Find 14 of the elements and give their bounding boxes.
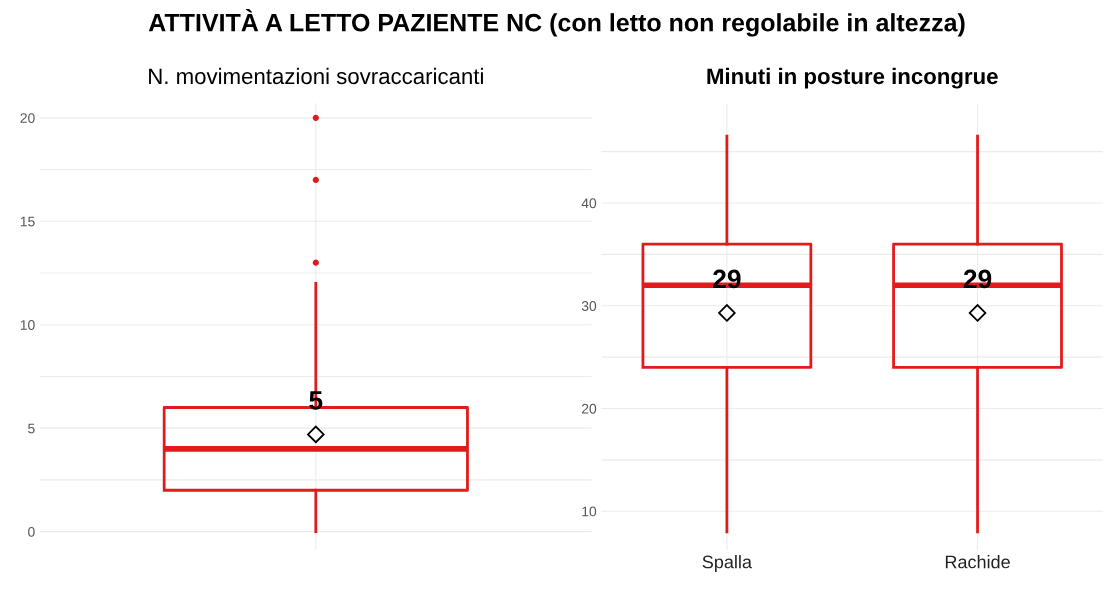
y-tick-label: 0	[28, 526, 35, 537]
y-tick-label: 5	[28, 423, 35, 434]
y-tick-label: 20	[581, 403, 597, 414]
text: ATTIVITÀ A LETTO PAZIENTE NC (con letto non regolabile in altezza)	[148, 9, 965, 37]
x-tick-label: Rachide	[945, 555, 1010, 569]
chart-title: N. movimentazioni sovraccaricanti	[149, 67, 483, 85]
y-tick-label: 10	[20, 320, 35, 330]
y-tick-label: 40	[581, 198, 597, 209]
y-tick-label: 30	[581, 301, 597, 311]
y-tick-label: 15	[20, 216, 35, 227]
chart-title: Minuti in posture incongrue	[707, 67, 998, 89]
x-tick-label: Spalla	[702, 555, 752, 572]
y-tick-label: 10	[582, 506, 597, 517]
y-tick-label: 20	[20, 113, 35, 124]
